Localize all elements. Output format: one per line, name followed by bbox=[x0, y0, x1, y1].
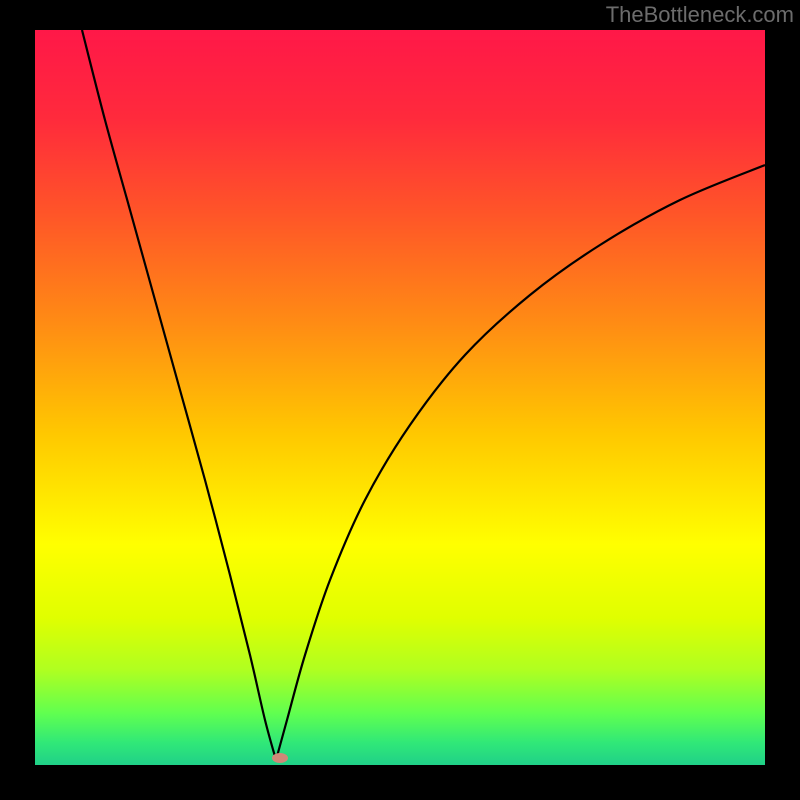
watermark-text: TheBottleneck.com bbox=[606, 2, 794, 28]
bottleneck-curve bbox=[35, 30, 765, 765]
chart-area bbox=[35, 30, 765, 765]
optimal-point-marker bbox=[272, 753, 288, 763]
